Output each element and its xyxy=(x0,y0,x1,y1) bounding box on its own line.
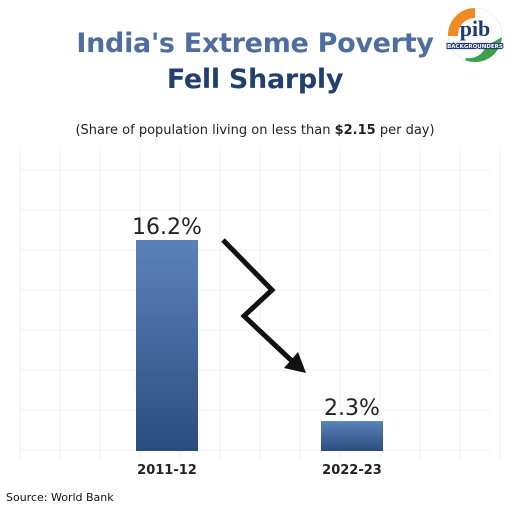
down-arrow-icon xyxy=(221,238,306,373)
category-label: 2022-23 xyxy=(322,463,382,478)
title-line-2: Fell Sharply xyxy=(166,64,344,95)
subtitle-prefix: (Share of population living on less than xyxy=(75,123,335,138)
value-label: 2.3% xyxy=(324,396,380,421)
category-label: 2011-12 xyxy=(137,463,197,478)
subtitle-amount: $2.15 xyxy=(334,123,376,138)
logo-text: pib xyxy=(460,16,491,41)
source-note: Source: World Bank xyxy=(6,491,114,504)
title-line-1: India's Extreme Poverty xyxy=(76,28,434,59)
subtitle: (Share of population living on less than… xyxy=(0,123,510,138)
subtitle-suffix: per day) xyxy=(375,123,435,138)
value-label: 16.2% xyxy=(132,215,202,240)
logo-subtext: BACKGROUNDERS xyxy=(447,44,503,50)
pib-logo: pib BACKGROUNDERS xyxy=(446,7,504,63)
bar-2022-23 xyxy=(321,421,383,451)
bar-2011-12 xyxy=(136,240,198,451)
